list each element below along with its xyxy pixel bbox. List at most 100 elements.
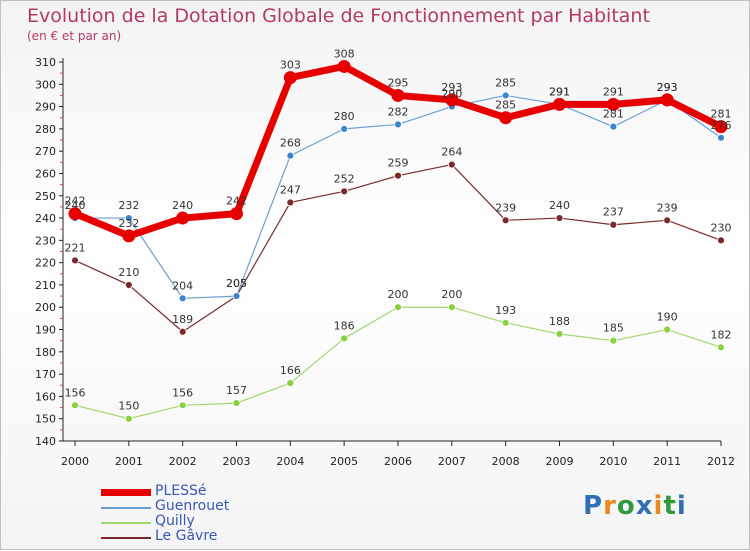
x-tick-label: 2011: [653, 455, 681, 468]
legend-swatch: [101, 507, 151, 509]
data-label-3: 210: [118, 266, 139, 279]
legend-swatch: [101, 537, 151, 539]
series-point-3: [340, 187, 349, 196]
proxiti-logo: Proxiti: [583, 491, 687, 521]
y-tick-label: 310: [35, 56, 56, 69]
y-tick-label: 190: [35, 324, 56, 337]
series-point-2: [447, 303, 456, 312]
legend-label: Quilly: [155, 513, 195, 529]
x-tick-label: 2007: [438, 455, 466, 468]
data-label-0: 232: [118, 217, 139, 230]
series-point-0: [176, 211, 190, 225]
data-label-3: 205: [226, 277, 247, 290]
series-point-2: [124, 414, 133, 423]
series-point-0: [660, 93, 674, 107]
series-point-0: [337, 59, 351, 73]
data-label-0: 293: [657, 81, 678, 94]
series-point-0: [553, 97, 566, 111]
x-tick-label: 2006: [384, 455, 412, 468]
data-label-1: 282: [388, 105, 409, 118]
series-point-1: [340, 124, 349, 133]
series-point-1: [609, 122, 618, 131]
series-point-0: [283, 71, 297, 85]
y-tick-label: 170: [35, 368, 56, 381]
data-label-3: 221: [65, 241, 86, 254]
y-tick-label: 300: [35, 78, 56, 91]
data-label-0: 291: [603, 85, 624, 98]
data-label-2: 200: [388, 288, 409, 301]
data-label-2: 190: [657, 311, 678, 324]
data-label-0: 242: [65, 195, 86, 208]
series-point-1: [717, 133, 725, 142]
series-point-3: [178, 327, 187, 336]
data-label-3: 237: [603, 206, 624, 219]
data-label-0: 291: [549, 85, 570, 98]
data-label-1: 240: [65, 199, 86, 212]
series-point-2: [232, 399, 241, 408]
x-tick-label: 2009: [546, 455, 574, 468]
data-label-3: 189: [172, 313, 193, 326]
data-label-0: 285: [495, 99, 516, 112]
series-point-3: [394, 171, 402, 180]
data-label-2: 193: [495, 304, 516, 317]
y-tick-label: 250: [35, 190, 56, 203]
series-point-0: [68, 207, 82, 221]
data-label-3: 239: [657, 201, 678, 214]
logo-letter: x: [635, 491, 654, 521]
logo-letter: o: [616, 491, 636, 521]
x-tick-label: 2010: [599, 455, 627, 468]
series-point-1: [394, 120, 402, 129]
x-tick-label: 2004: [276, 455, 304, 468]
data-label-1: 281: [603, 108, 624, 121]
data-label-3: 259: [388, 157, 409, 170]
data-label-3: 230: [711, 221, 732, 234]
series-point-0: [230, 207, 243, 221]
data-label-1: 205: [226, 277, 247, 290]
data-label-2: 150: [118, 400, 139, 413]
series-point-0: [391, 88, 405, 102]
data-label-1: 204: [172, 279, 193, 292]
data-label-2: 200: [441, 288, 462, 301]
series-point-2: [394, 303, 402, 312]
data-label-2: 156: [172, 386, 193, 399]
legend-item: PLESSé: [101, 483, 301, 500]
series-point-2: [501, 318, 510, 327]
data-label-0: 242: [226, 195, 247, 208]
data-label-2: 156: [65, 386, 86, 399]
legend-item: Guenrouet: [101, 498, 301, 515]
data-label-3: 240: [549, 199, 570, 212]
series-point-1: [178, 294, 187, 303]
data-label-2: 185: [603, 322, 624, 335]
data-label-2: 182: [711, 328, 732, 341]
series-point-2: [717, 343, 725, 352]
x-tick-label: 2012: [707, 455, 735, 468]
series-point-2: [609, 336, 618, 345]
logo-letter: P: [583, 491, 604, 521]
data-label-1: 280: [334, 110, 355, 123]
y-tick-label: 290: [35, 101, 56, 114]
legend-swatch: [101, 489, 151, 496]
series-point-0: [499, 111, 513, 125]
series-point-3: [286, 198, 295, 207]
series-point-1: [501, 91, 510, 100]
y-tick-label: 200: [35, 301, 56, 314]
y-tick-label: 280: [35, 123, 56, 136]
series-point-3: [555, 214, 564, 222]
data-label-2: 157: [226, 384, 247, 397]
series-point-0: [606, 97, 620, 111]
data-label-1: 293: [657, 81, 678, 94]
data-label-0: 295: [388, 76, 409, 89]
series-point-3: [71, 256, 79, 265]
y-tick-label: 270: [35, 145, 56, 158]
series-point-3: [124, 281, 133, 289]
data-label-1: 285: [495, 76, 516, 89]
y-tick-label: 160: [35, 390, 56, 403]
series-point-2: [178, 401, 187, 410]
chart-title: Evolution de la Dotation Globale de Fonc…: [27, 5, 650, 27]
legend-item: Quilly: [101, 513, 301, 530]
y-tick-label: 260: [35, 167, 56, 180]
series-point-2: [71, 401, 79, 410]
logo-letter: t: [663, 491, 677, 521]
data-label-1: 291: [549, 85, 570, 98]
